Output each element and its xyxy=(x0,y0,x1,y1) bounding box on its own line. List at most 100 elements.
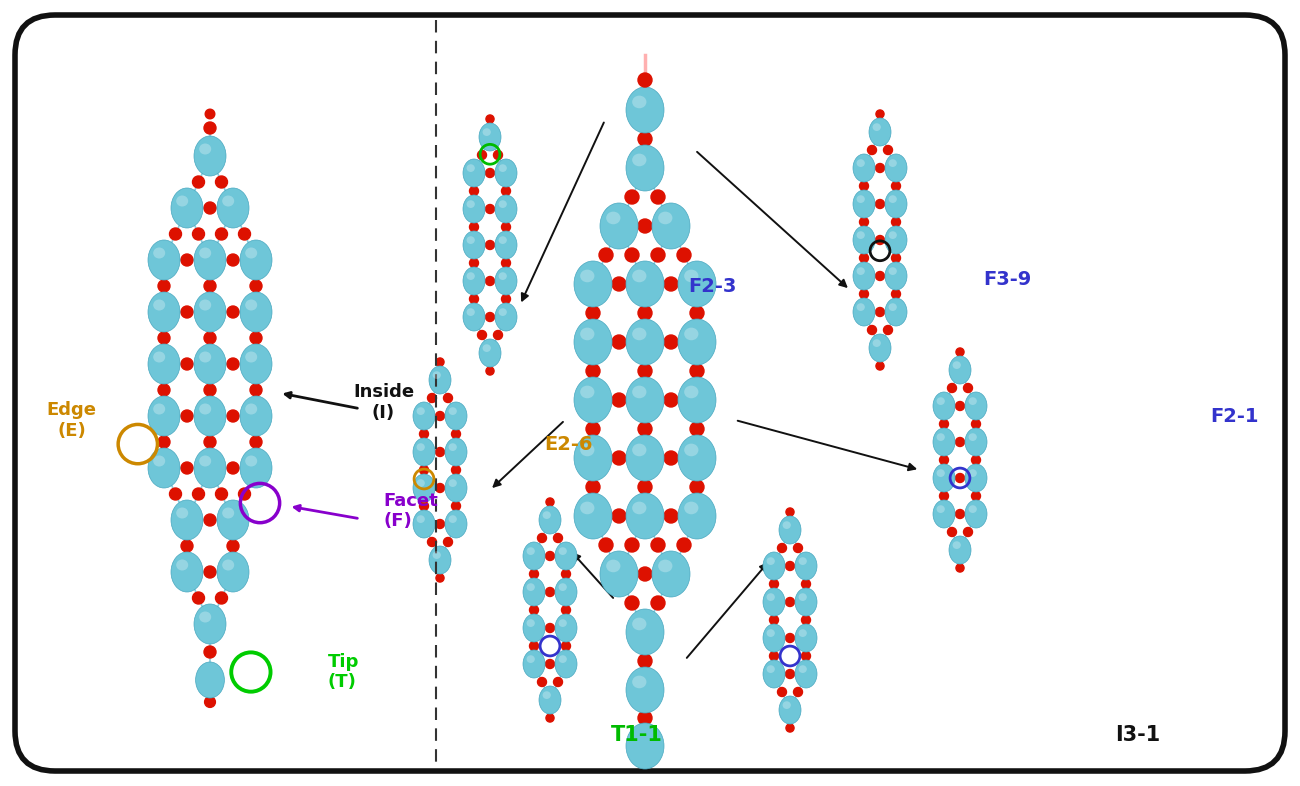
Circle shape xyxy=(429,522,433,527)
Ellipse shape xyxy=(495,159,517,187)
Circle shape xyxy=(956,438,965,446)
Ellipse shape xyxy=(606,560,620,572)
Ellipse shape xyxy=(575,319,612,365)
Circle shape xyxy=(770,615,779,625)
Ellipse shape xyxy=(467,164,474,172)
Ellipse shape xyxy=(580,443,594,457)
Circle shape xyxy=(491,343,495,347)
Circle shape xyxy=(436,447,445,457)
Ellipse shape xyxy=(580,328,594,340)
Ellipse shape xyxy=(153,299,165,310)
Ellipse shape xyxy=(177,560,188,571)
Ellipse shape xyxy=(632,270,646,282)
Circle shape xyxy=(803,644,809,648)
Ellipse shape xyxy=(429,366,451,394)
Ellipse shape xyxy=(523,650,545,678)
Ellipse shape xyxy=(246,403,257,414)
Circle shape xyxy=(875,307,884,317)
Circle shape xyxy=(181,306,192,318)
Ellipse shape xyxy=(416,407,425,415)
Circle shape xyxy=(204,202,216,214)
Circle shape xyxy=(497,279,502,283)
Circle shape xyxy=(451,429,460,439)
Text: Tip
(T): Tip (T) xyxy=(328,652,359,692)
Ellipse shape xyxy=(148,448,179,488)
Circle shape xyxy=(612,451,627,465)
Circle shape xyxy=(205,109,214,119)
Circle shape xyxy=(502,186,511,196)
Circle shape xyxy=(207,454,213,460)
Circle shape xyxy=(940,491,949,501)
Circle shape xyxy=(420,429,429,439)
Circle shape xyxy=(159,280,170,292)
Circle shape xyxy=(690,480,705,494)
Circle shape xyxy=(494,150,503,160)
Ellipse shape xyxy=(478,123,500,151)
Ellipse shape xyxy=(148,292,179,332)
Circle shape xyxy=(638,132,653,146)
Circle shape xyxy=(641,351,649,358)
Ellipse shape xyxy=(679,261,716,307)
Circle shape xyxy=(970,520,975,524)
Circle shape xyxy=(204,280,216,292)
Circle shape xyxy=(161,321,166,326)
Circle shape xyxy=(682,512,689,520)
Circle shape xyxy=(772,571,776,576)
Circle shape xyxy=(638,567,653,581)
Circle shape xyxy=(196,413,203,419)
Circle shape xyxy=(945,396,950,400)
Ellipse shape xyxy=(478,339,500,367)
Ellipse shape xyxy=(559,583,567,591)
Circle shape xyxy=(562,570,571,578)
Circle shape xyxy=(875,236,884,244)
Circle shape xyxy=(601,512,608,520)
Circle shape xyxy=(621,210,628,217)
Ellipse shape xyxy=(540,686,562,714)
Circle shape xyxy=(204,436,216,448)
Ellipse shape xyxy=(542,691,551,699)
Circle shape xyxy=(612,277,627,291)
Circle shape xyxy=(556,590,562,594)
Circle shape xyxy=(254,269,259,274)
Circle shape xyxy=(250,436,263,448)
Ellipse shape xyxy=(684,270,698,282)
Circle shape xyxy=(220,205,226,211)
Ellipse shape xyxy=(798,665,807,673)
Circle shape xyxy=(502,222,511,232)
Ellipse shape xyxy=(783,521,790,529)
Circle shape xyxy=(472,251,476,255)
Circle shape xyxy=(777,543,786,553)
Circle shape xyxy=(891,158,894,163)
Ellipse shape xyxy=(495,267,517,295)
Ellipse shape xyxy=(965,464,987,492)
Circle shape xyxy=(546,623,555,633)
Ellipse shape xyxy=(246,351,257,362)
Circle shape xyxy=(497,171,502,175)
Ellipse shape xyxy=(523,542,545,570)
Circle shape xyxy=(971,491,980,501)
Circle shape xyxy=(636,268,642,275)
Circle shape xyxy=(651,248,666,262)
Circle shape xyxy=(894,266,898,270)
Circle shape xyxy=(876,110,884,118)
Circle shape xyxy=(225,505,231,512)
Ellipse shape xyxy=(575,435,612,481)
Circle shape xyxy=(612,393,627,407)
Circle shape xyxy=(225,580,231,586)
Circle shape xyxy=(690,306,705,320)
Circle shape xyxy=(949,404,953,408)
Circle shape xyxy=(551,690,556,694)
Ellipse shape xyxy=(153,248,165,259)
Text: I3-1: I3-1 xyxy=(1115,725,1160,745)
Circle shape xyxy=(625,538,640,552)
Circle shape xyxy=(612,509,627,523)
Circle shape xyxy=(204,696,216,707)
Ellipse shape xyxy=(798,630,807,637)
Circle shape xyxy=(532,634,536,638)
Circle shape xyxy=(254,454,259,460)
Circle shape xyxy=(159,384,170,396)
Circle shape xyxy=(254,298,259,303)
Ellipse shape xyxy=(684,501,698,514)
Ellipse shape xyxy=(429,546,451,574)
Circle shape xyxy=(194,569,200,575)
